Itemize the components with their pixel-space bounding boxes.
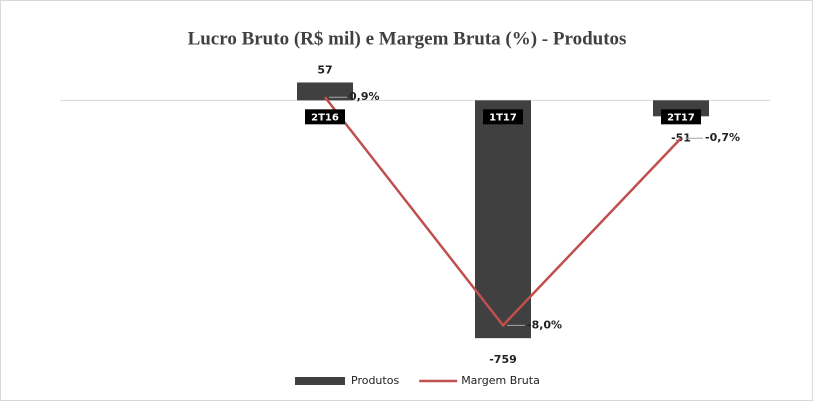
x-tick-label: 2T16 <box>311 112 339 123</box>
category-label-bg <box>661 109 701 125</box>
line-value-label: -8,0% <box>527 318 562 331</box>
legend-label: Margem Bruta <box>461 374 540 387</box>
chart-title: Lucro Bruto (R$ mil) e Margem Bruta (%) … <box>188 28 627 49</box>
legend-label: Produtos <box>351 374 399 387</box>
bar-value-label: -51 <box>671 131 691 144</box>
bar <box>297 82 353 101</box>
line-value-label: 0,9% <box>349 90 380 103</box>
category-label-bg <box>483 109 523 125</box>
bar <box>475 100 531 339</box>
line-value-label: -0,7% <box>705 131 740 144</box>
category-label-bg <box>305 109 345 125</box>
bar-value-label: 57 <box>317 63 332 76</box>
x-tick-label: 2T17 <box>667 112 695 123</box>
bar-value-label: -759 <box>489 353 517 366</box>
legend-swatch <box>295 377 345 385</box>
x-tick-label: 1T17 <box>489 112 517 123</box>
line <box>324 96 682 328</box>
